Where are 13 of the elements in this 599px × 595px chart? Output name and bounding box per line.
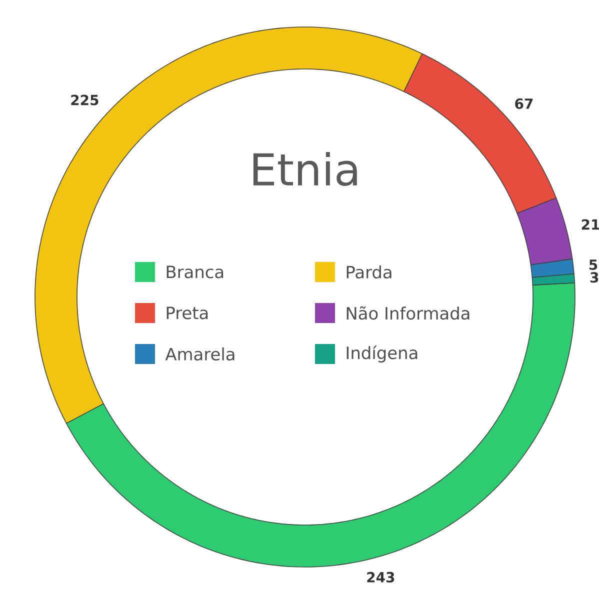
data-label: 225: [71, 94, 98, 106]
data-label: 21: [582, 219, 599, 230]
data-label: 67: [515, 98, 533, 109]
data-label: 5: [589, 260, 598, 270]
data-label: 243: [367, 572, 394, 582]
legend-label: Amarela: [165, 347, 234, 361]
legend-label: Preta: [166, 306, 208, 320]
legend-label: Parda: [346, 265, 392, 279]
data-label: 3: [590, 272, 598, 283]
legend-label: Branca: [166, 266, 224, 278]
legend-label: Não Informada: [346, 306, 470, 320]
text: Etnia: [253, 152, 357, 186]
legend-label: Indígena: [346, 345, 418, 363]
